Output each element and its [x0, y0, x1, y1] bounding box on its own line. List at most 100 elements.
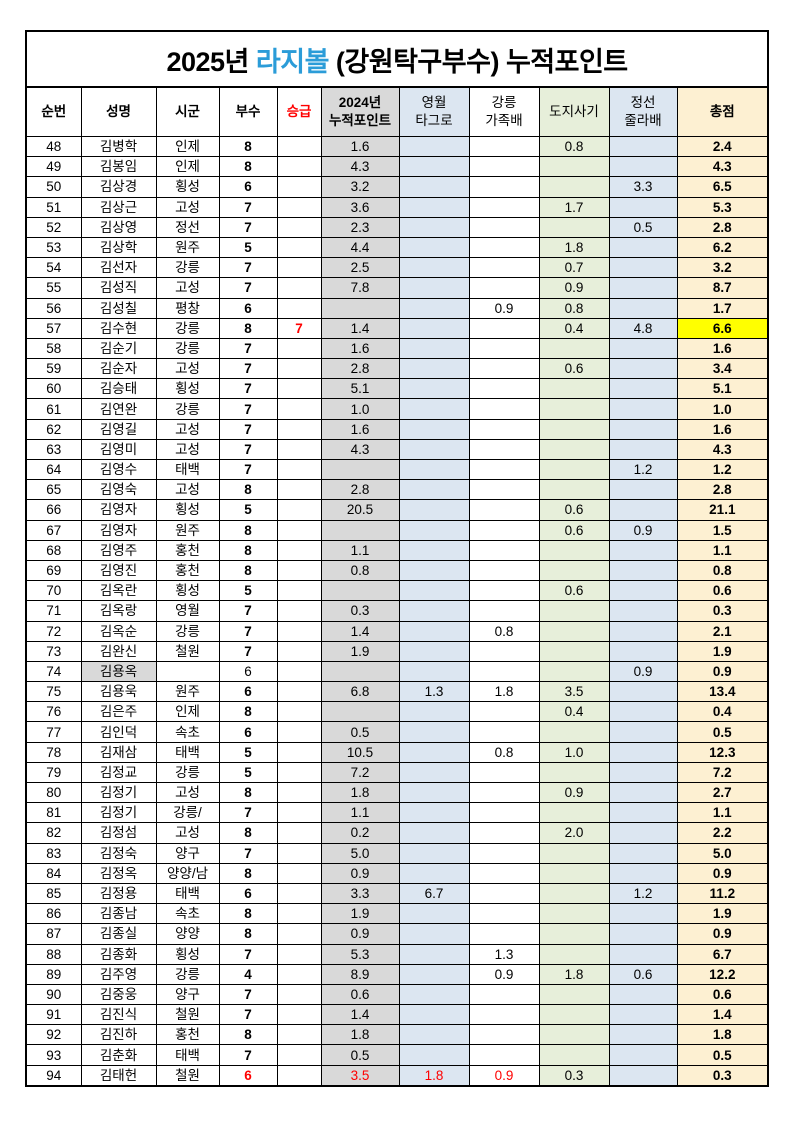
cell-p24: 4.3 [320, 156, 400, 178]
cell-no: 64 [25, 458, 82, 481]
cell-dj [538, 761, 610, 784]
cell-bu: 8 [218, 135, 278, 158]
cell-js [608, 802, 678, 824]
cell-ym [398, 499, 470, 521]
cell-p24: 3.5 [320, 1064, 400, 1087]
cell-bu: 8 [218, 923, 278, 945]
cell-ym [398, 216, 470, 238]
cell-gn [468, 882, 540, 905]
cell-seung [276, 640, 322, 662]
cell-seung [276, 277, 322, 299]
table-row: 92 김진하 홍천 8 1.8 1.8 [25, 1024, 769, 1046]
cell-name: 김옥순 [80, 620, 157, 642]
cell-js [608, 378, 678, 400]
cell-p24: 5.3 [320, 943, 400, 965]
table-row: 70 김옥란 횡성 5 0.6 0.6 [25, 580, 769, 602]
cell-no: 60 [25, 378, 82, 400]
title-accent: 라지볼 [255, 46, 330, 77]
cell-js: 0.9 [608, 660, 678, 683]
cell-dj: 0.4 [538, 317, 610, 339]
cell-dj: 1.0 [538, 741, 610, 763]
cell-seung [276, 761, 322, 784]
cell-region: 고성 [155, 418, 220, 440]
cell-p24: 0.3 [320, 600, 400, 622]
table-row: 61 김연완 강릉 7 1.0 1.0 [25, 398, 769, 420]
title-suffix: (강원탁구부수) 누적포인트 [328, 46, 628, 77]
cell-gn [468, 458, 540, 481]
cell-no: 57 [25, 317, 82, 339]
cell-dj [538, 337, 610, 360]
cell-bu: 7 [218, 196, 278, 218]
table-row: 63 김영미 고성 7 4.3 4.3 [25, 438, 769, 461]
cell-name: 김종실 [80, 923, 157, 945]
table-row: 58 김순기 강릉 7 1.6 1.6 [25, 337, 769, 360]
cell-no: 51 [25, 196, 82, 218]
cell-ym [398, 176, 470, 198]
cell-gn [468, 398, 540, 420]
cell-bu: 7 [218, 842, 278, 864]
cell-tot: 1.7 [676, 297, 769, 319]
cell-seung [276, 539, 322, 561]
cell-gn [468, 257, 540, 279]
table-row: 71 김옥랑 영월 7 0.3 0.3 [25, 600, 769, 622]
table-row: 89 김주영 강릉 4 8.9 0.9 1.8 0.6 12.2 [25, 963, 769, 985]
cell-name: 김진식 [80, 1004, 157, 1026]
cell-region: 고성 [155, 358, 220, 380]
table-row: 53 김상학 원주 5 4.4 1.8 6.2 [25, 236, 769, 259]
cell-js [608, 1064, 678, 1087]
cell-region: 속초 [155, 903, 220, 925]
cell-bu: 6 [218, 882, 278, 905]
cell-seung [276, 660, 322, 683]
cell-ym [398, 1024, 470, 1046]
cell-gn [468, 660, 540, 683]
cell-seung [276, 882, 322, 905]
cell-js [608, 620, 678, 642]
table-row: 60 김승태 횡성 7 5.1 5.1 [25, 378, 769, 400]
cell-seung [276, 802, 322, 824]
cell-seung [276, 418, 322, 440]
cell-bu: 7 [218, 438, 278, 461]
cell-tot: 7.2 [676, 761, 769, 784]
cell-dj [538, 983, 610, 1006]
cell-gn [468, 1024, 540, 1046]
cell-js [608, 943, 678, 965]
cell-region: 영월 [155, 600, 220, 622]
cell-no: 78 [25, 741, 82, 763]
cell-region: 홍천 [155, 1024, 220, 1046]
cell-seung [276, 983, 322, 1006]
cell-ym [398, 277, 470, 299]
cell-tot: 2.4 [676, 135, 769, 158]
cell-no: 94 [25, 1064, 82, 1087]
cell-no: 71 [25, 600, 82, 622]
cell-tot: 2.2 [676, 822, 769, 844]
cell-name: 김선자 [80, 257, 157, 279]
cell-p24: 1.8 [320, 781, 400, 804]
cell-no: 70 [25, 580, 82, 602]
cell-seung [276, 1064, 322, 1087]
cell-gn [468, 479, 540, 501]
cell-gn [468, 438, 540, 461]
cell-seung [276, 903, 322, 925]
cell-tot: 11.2 [676, 882, 769, 905]
table-row: 74 김용옥 6 0.9 0.9 [25, 660, 769, 683]
cell-gn [468, 176, 540, 198]
cell-region: 평창 [155, 297, 220, 319]
cell-gn [468, 499, 540, 521]
cell-name: 김옥랑 [80, 600, 157, 622]
cell-ym [398, 539, 470, 561]
cell-dj: 0.8 [538, 135, 610, 158]
table-row: 79 김정교 강릉 5 7.2 7.2 [25, 761, 769, 784]
cell-p24: 2.5 [320, 257, 400, 279]
cell-tot: 0.6 [676, 580, 769, 602]
cell-seung [276, 963, 322, 985]
cell-region: 철원 [155, 1064, 220, 1087]
cell-tot: 1.1 [676, 539, 769, 561]
cell-js [608, 499, 678, 521]
cell-dj [538, 842, 610, 864]
cell-dj: 0.6 [538, 580, 610, 602]
cell-bu: 7 [218, 257, 278, 279]
cell-seung [276, 176, 322, 198]
cell-p24 [320, 519, 400, 541]
cell-ym [398, 983, 470, 1006]
cell-tot: 0.6 [676, 983, 769, 1006]
